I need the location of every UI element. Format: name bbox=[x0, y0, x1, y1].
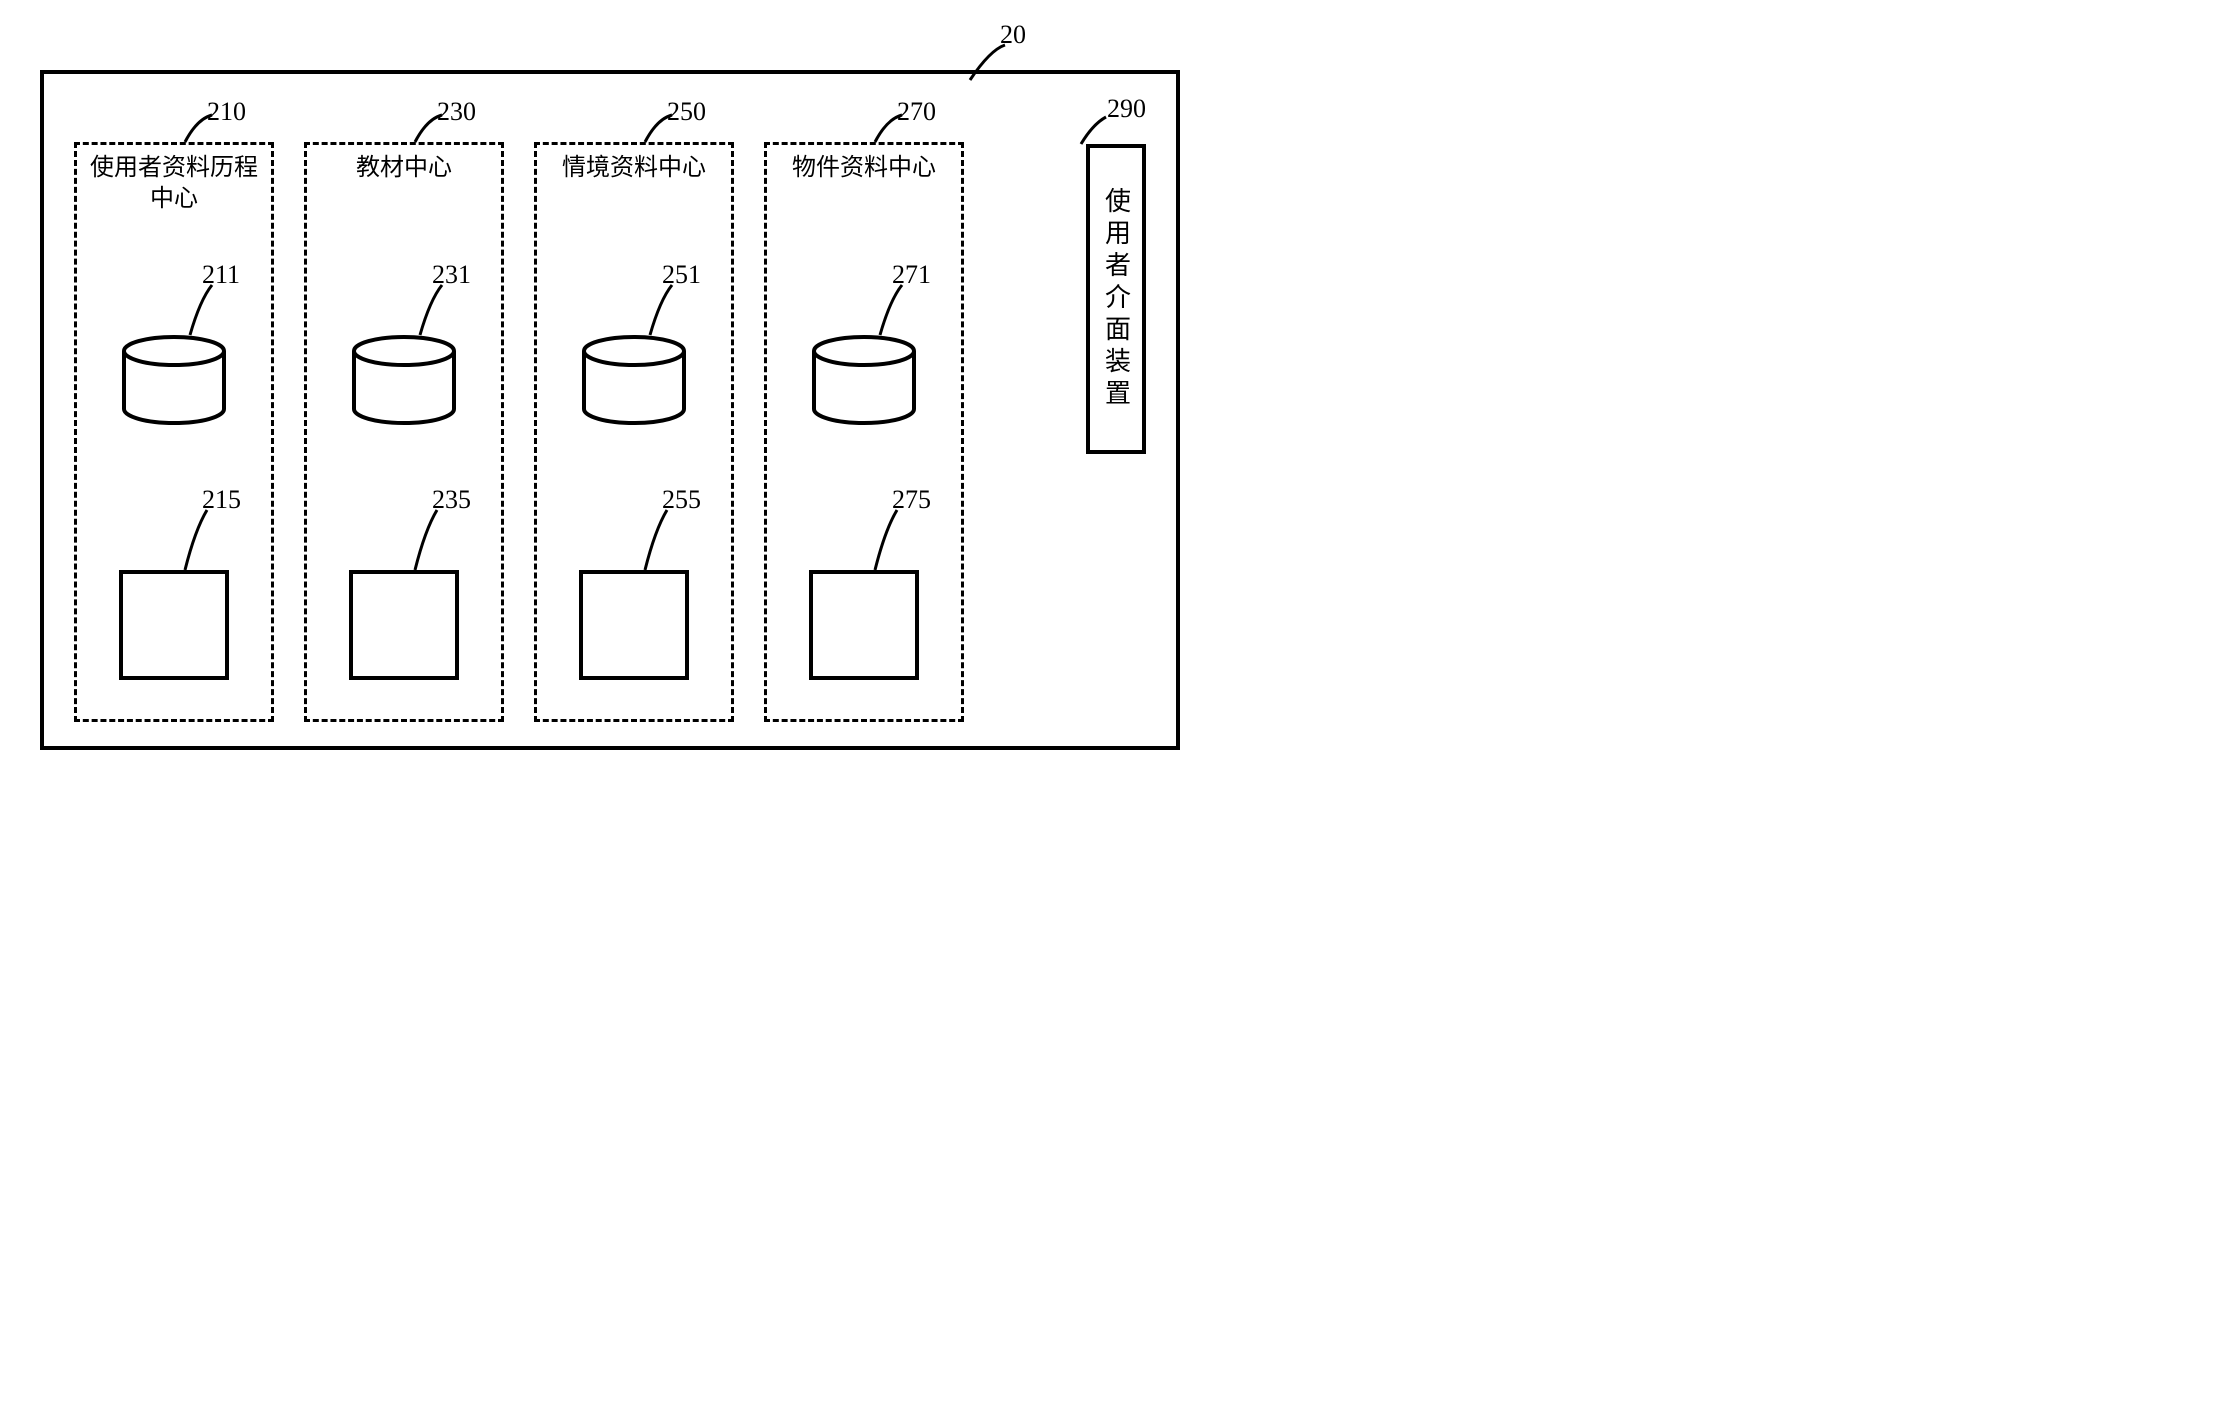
square-ref-1: 235 bbox=[432, 485, 471, 515]
module-user-history: 210 使用者资料历程中心 211 215 bbox=[74, 142, 274, 722]
ui-device-label: 使用者介面装置 bbox=[1098, 187, 1135, 411]
module-title-3: 物件资料中心 bbox=[767, 145, 961, 192]
processor-box-0 bbox=[119, 570, 229, 680]
database-icon-2 bbox=[579, 335, 689, 425]
module-material: 230 教材中心 231 235 bbox=[304, 142, 504, 722]
square-leader-3 bbox=[867, 505, 907, 575]
ui-device-leader bbox=[1071, 109, 1111, 149]
module-ref-2: 250 bbox=[667, 97, 706, 127]
database-icon-1 bbox=[349, 335, 459, 425]
module-ref-0: 210 bbox=[207, 97, 246, 127]
processor-box-3 bbox=[809, 570, 919, 680]
square-leader-1 bbox=[407, 505, 447, 575]
cylinder-ref-2: 251 bbox=[662, 260, 701, 290]
cylinder-ref-3: 271 bbox=[892, 260, 931, 290]
system-diagram: 20 210 使用者资料历程中心 211 215 bbox=[20, 20, 1200, 760]
processor-box-2 bbox=[579, 570, 689, 680]
database-icon-3 bbox=[809, 335, 919, 425]
module-title-0: 使用者资料历程中心 bbox=[77, 145, 271, 223]
square-ref-0: 215 bbox=[202, 485, 241, 515]
cylinder-ref-0: 211 bbox=[202, 260, 240, 290]
square-ref-3: 275 bbox=[892, 485, 931, 515]
database-icon-0 bbox=[119, 335, 229, 425]
outer-ref-label: 20 bbox=[1000, 20, 1026, 50]
module-object: 270 物件资料中心 271 275 bbox=[764, 142, 964, 722]
processor-box-1 bbox=[349, 570, 459, 680]
module-title-1: 教材中心 bbox=[307, 145, 501, 192]
cylinder-ref-1: 231 bbox=[432, 260, 471, 290]
module-ref-1: 230 bbox=[437, 97, 476, 127]
square-leader-2 bbox=[637, 505, 677, 575]
square-leader-0 bbox=[177, 505, 217, 575]
module-context: 250 情境资料中心 251 255 bbox=[534, 142, 734, 722]
module-title-2: 情境资料中心 bbox=[537, 145, 731, 192]
module-ref-3: 270 bbox=[897, 97, 936, 127]
ui-device-box: 使用者介面装置 bbox=[1086, 144, 1146, 454]
square-ref-2: 255 bbox=[662, 485, 701, 515]
outer-container: 210 使用者资料历程中心 211 215 230 bbox=[40, 70, 1180, 750]
ui-device-ref: 290 bbox=[1107, 94, 1146, 124]
